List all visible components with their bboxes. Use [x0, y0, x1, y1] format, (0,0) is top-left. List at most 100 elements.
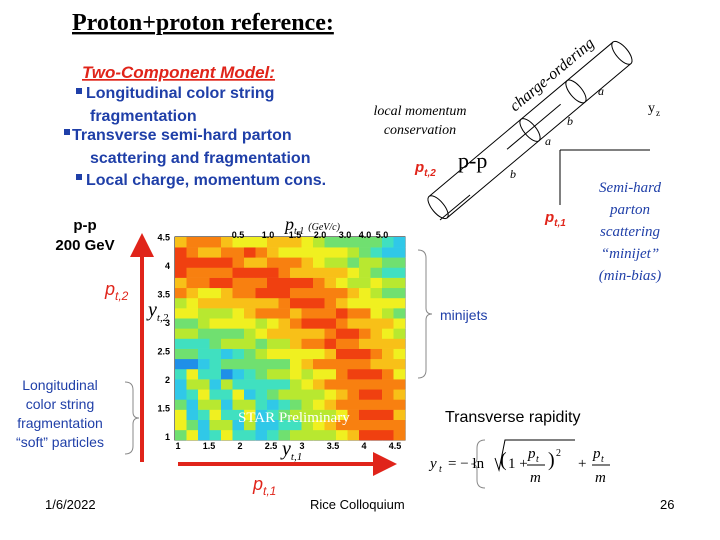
heat-cell [347, 338, 360, 349]
heat-cell [347, 287, 360, 299]
heat-cell [175, 399, 187, 410]
heat-cell [324, 297, 337, 309]
heat-cell [313, 409, 325, 420]
heat-cell [267, 308, 279, 319]
heat-cell [347, 277, 360, 289]
heat-cell [255, 368, 268, 380]
heat-cell [359, 338, 371, 349]
heat-cell [209, 318, 222, 329]
heat-cell [175, 368, 187, 380]
page-number: 26 [660, 497, 674, 512]
system: 200 GeV [55, 237, 114, 254]
heat-cell [255, 257, 268, 268]
heat-cell [232, 419, 245, 431]
heat-cell [267, 368, 279, 380]
heat-cell [209, 328, 222, 339]
bottom-tick-label: 2 [237, 441, 242, 451]
heat-cell [267, 399, 279, 410]
heat-cell [370, 429, 383, 441]
heat-cell [267, 297, 279, 309]
heat-cell [359, 237, 371, 248]
heat-cell [359, 318, 371, 329]
heat-cell [278, 318, 291, 329]
heat-cell [336, 419, 348, 431]
heat-cell [198, 257, 210, 268]
heat-cell [198, 338, 210, 349]
heat-cell [359, 379, 371, 390]
heat-cell [232, 338, 245, 349]
heat-cell [198, 429, 210, 441]
part: b [510, 167, 516, 181]
heat-cell [186, 389, 199, 400]
heat-cell [382, 277, 394, 289]
heat-cell [324, 399, 337, 410]
heat-cell [290, 247, 302, 258]
heat-cell [324, 247, 337, 258]
heat-cell [393, 257, 406, 268]
heat-cell [186, 257, 199, 268]
model-heading: Two-Component Model: [82, 63, 275, 82]
heat-cell [290, 267, 302, 278]
heat-cell [186, 379, 199, 390]
tube-end [611, 40, 633, 65]
heat-cell [255, 318, 268, 329]
heat-cell [221, 328, 233, 339]
heat-cell [209, 297, 222, 309]
heat-cell [255, 348, 268, 360]
heat-cell [198, 308, 210, 319]
heat-cell [393, 287, 406, 299]
heat-cell [324, 429, 337, 441]
pt1-label: pt,1 [544, 209, 566, 229]
heat-cell [313, 368, 325, 380]
f: t [601, 454, 604, 465]
heat-cell [221, 419, 233, 431]
top-tick-label: 4.0 [359, 230, 372, 240]
system: p-p [73, 217, 96, 234]
heat-cell [186, 368, 199, 380]
heat-cell [370, 287, 383, 299]
heat-cell [255, 247, 268, 258]
heat-cell [393, 308, 406, 319]
heat-cell [278, 389, 291, 400]
soft-line: color string [26, 396, 94, 412]
heat-cell [209, 399, 222, 410]
heat-cell [393, 318, 406, 329]
heat-cell [393, 348, 406, 360]
left-tick-label: 4.5 [157, 233, 170, 243]
heat-cell [209, 358, 222, 370]
heat-cell [221, 358, 233, 370]
heat-cell [267, 318, 279, 329]
heat-cell [359, 429, 371, 441]
heat-cell [255, 379, 268, 390]
heat-cell [232, 409, 245, 420]
left-tick-label: 4 [165, 261, 170, 271]
soft-line: Longitudinal [22, 377, 98, 393]
heat-cell [209, 237, 222, 248]
heat-cell [290, 318, 302, 329]
top-tick-label: 3.0 [339, 230, 352, 240]
heat-cell [232, 348, 245, 360]
heat-cell [324, 368, 337, 380]
heat-cell [198, 287, 210, 299]
heat-cell [336, 399, 348, 410]
heat-cell [198, 419, 210, 431]
heat-cell [370, 257, 383, 268]
heat-cell [186, 267, 199, 278]
heat-cell [278, 399, 291, 410]
heat-cell [186, 338, 199, 349]
heat-cell [382, 267, 394, 278]
heat-cell [232, 399, 245, 410]
heat-cell [267, 348, 279, 360]
heat-cell [198, 389, 210, 400]
heat-cell [244, 247, 256, 258]
heat-cell [198, 328, 210, 339]
heat-cell [324, 277, 337, 289]
heat-cell [209, 308, 222, 319]
minijets: minijets [440, 307, 487, 323]
heat-cell [313, 237, 325, 248]
f: ) [548, 449, 555, 471]
heat-cell [175, 379, 187, 390]
heat-cell [232, 237, 245, 248]
rapidity: Transverse rapidity [445, 409, 580, 426]
